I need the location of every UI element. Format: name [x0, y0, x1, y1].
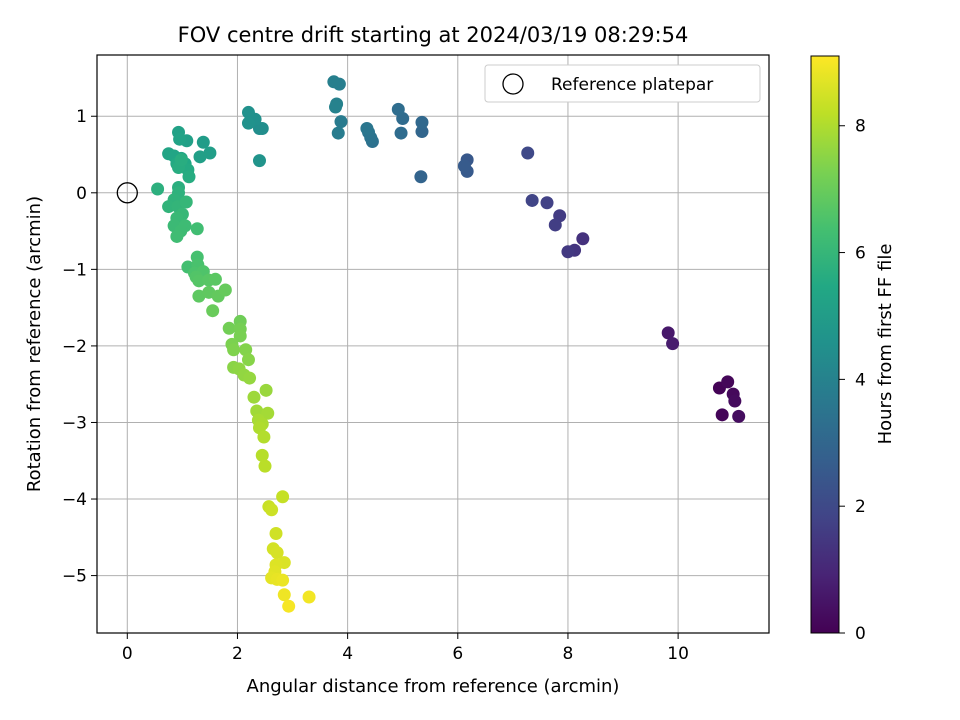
data-point [302, 590, 316, 604]
colorbar-tick-label: 6 [855, 244, 866, 264]
data-point [233, 329, 247, 343]
y-tick-label: 1 [76, 107, 87, 127]
legend: Reference platepar [484, 64, 761, 103]
data-point [259, 383, 273, 397]
data-point [247, 390, 261, 404]
data-point [257, 430, 271, 444]
y-tick-label: −4 [62, 490, 87, 510]
data-point [265, 503, 279, 517]
reference-platepar-marker [116, 182, 138, 204]
colorbar-gradient [810, 55, 840, 634]
data-point [243, 371, 257, 385]
data-point [269, 526, 283, 540]
y-tick-label: −3 [62, 413, 87, 433]
x-tick-label: 6 [452, 644, 463, 664]
data-point [192, 274, 206, 288]
data-point [218, 283, 232, 297]
data-point [415, 115, 429, 129]
y-axis-label: Rotation from reference (arcmin) [24, 196, 45, 492]
data-point [227, 343, 241, 357]
data-point [391, 102, 405, 116]
data-point [190, 222, 204, 236]
x-tick-label: 2 [232, 644, 243, 664]
data-point [334, 115, 348, 129]
colorbar-tick-label: 4 [855, 370, 866, 390]
legend-label-reference: Reference platepar [551, 75, 713, 95]
data-point [525, 193, 539, 207]
x-axis-label: Angular distance from reference (arcmin) [247, 676, 620, 697]
data-point [576, 232, 590, 246]
data-point [457, 159, 471, 173]
data-point [241, 105, 255, 119]
chart-title: FOV centre drift starting at 2024/03/19 … [178, 23, 689, 47]
data-point [241, 353, 255, 367]
data-point [222, 321, 236, 335]
data-point [327, 75, 341, 89]
y-tick-label: −1 [62, 260, 87, 280]
data-point [666, 337, 680, 351]
data-point [728, 394, 742, 408]
data-point [255, 121, 269, 135]
data-point [282, 599, 296, 613]
data-point [203, 146, 217, 160]
colorbar: 0 2 4 6 8 Hours from first FF file [810, 55, 896, 644]
data-point [715, 408, 729, 422]
data-point [329, 100, 343, 114]
data-point [261, 406, 275, 420]
data-point [732, 409, 746, 423]
data-point [208, 272, 222, 286]
data-point [548, 218, 562, 232]
colorbar-tick-label: 0 [855, 624, 866, 644]
data-point [331, 126, 345, 140]
data-point [151, 182, 165, 196]
data-point [394, 126, 408, 140]
data-point [162, 200, 176, 214]
data-point [276, 490, 290, 504]
legend-box [484, 64, 761, 103]
x-tick-label: 10 [667, 644, 689, 664]
data-point [540, 196, 554, 210]
data-point [277, 588, 291, 602]
y-tick-label: −2 [62, 337, 87, 357]
data-point [241, 116, 255, 130]
colorbar-tick-label: 8 [855, 117, 866, 137]
data-point [239, 343, 253, 357]
data-point [270, 546, 284, 560]
colorbar-tick-label: 2 [855, 497, 866, 517]
data-point [182, 170, 196, 184]
data-point [192, 289, 206, 303]
data-point [174, 153, 188, 167]
axis-ticks: 0 2 4 6 8 10 −5 −4 −3 −2 −1 0 1 [62, 107, 689, 664]
data-point [170, 229, 184, 243]
data-point [521, 146, 535, 160]
data-point [415, 125, 429, 139]
x-tick-label: 4 [342, 644, 353, 664]
colorbar-ticks: 0 2 4 6 8 [839, 117, 866, 644]
data-point [196, 135, 210, 149]
data-point [206, 304, 220, 318]
data-point [258, 459, 272, 473]
data-point [360, 121, 374, 135]
data-point [179, 195, 193, 209]
data-point [721, 375, 735, 389]
data-point [561, 245, 575, 259]
legend-marker-reference [502, 73, 524, 95]
x-tick-label: 8 [563, 644, 574, 664]
data-point [255, 448, 269, 462]
x-tick-label: 0 [122, 644, 133, 664]
data-point [193, 150, 207, 164]
data-point [414, 170, 428, 184]
data-point [276, 573, 290, 587]
data-points [116, 75, 746, 613]
data-point [661, 326, 675, 340]
y-tick-label: −5 [62, 567, 87, 587]
plot-area-frame [96, 54, 770, 634]
data-point [173, 132, 187, 146]
data-point [252, 154, 266, 168]
colorbar-label: Hours from first FF file [875, 244, 896, 445]
y-tick-label: 0 [76, 184, 87, 204]
